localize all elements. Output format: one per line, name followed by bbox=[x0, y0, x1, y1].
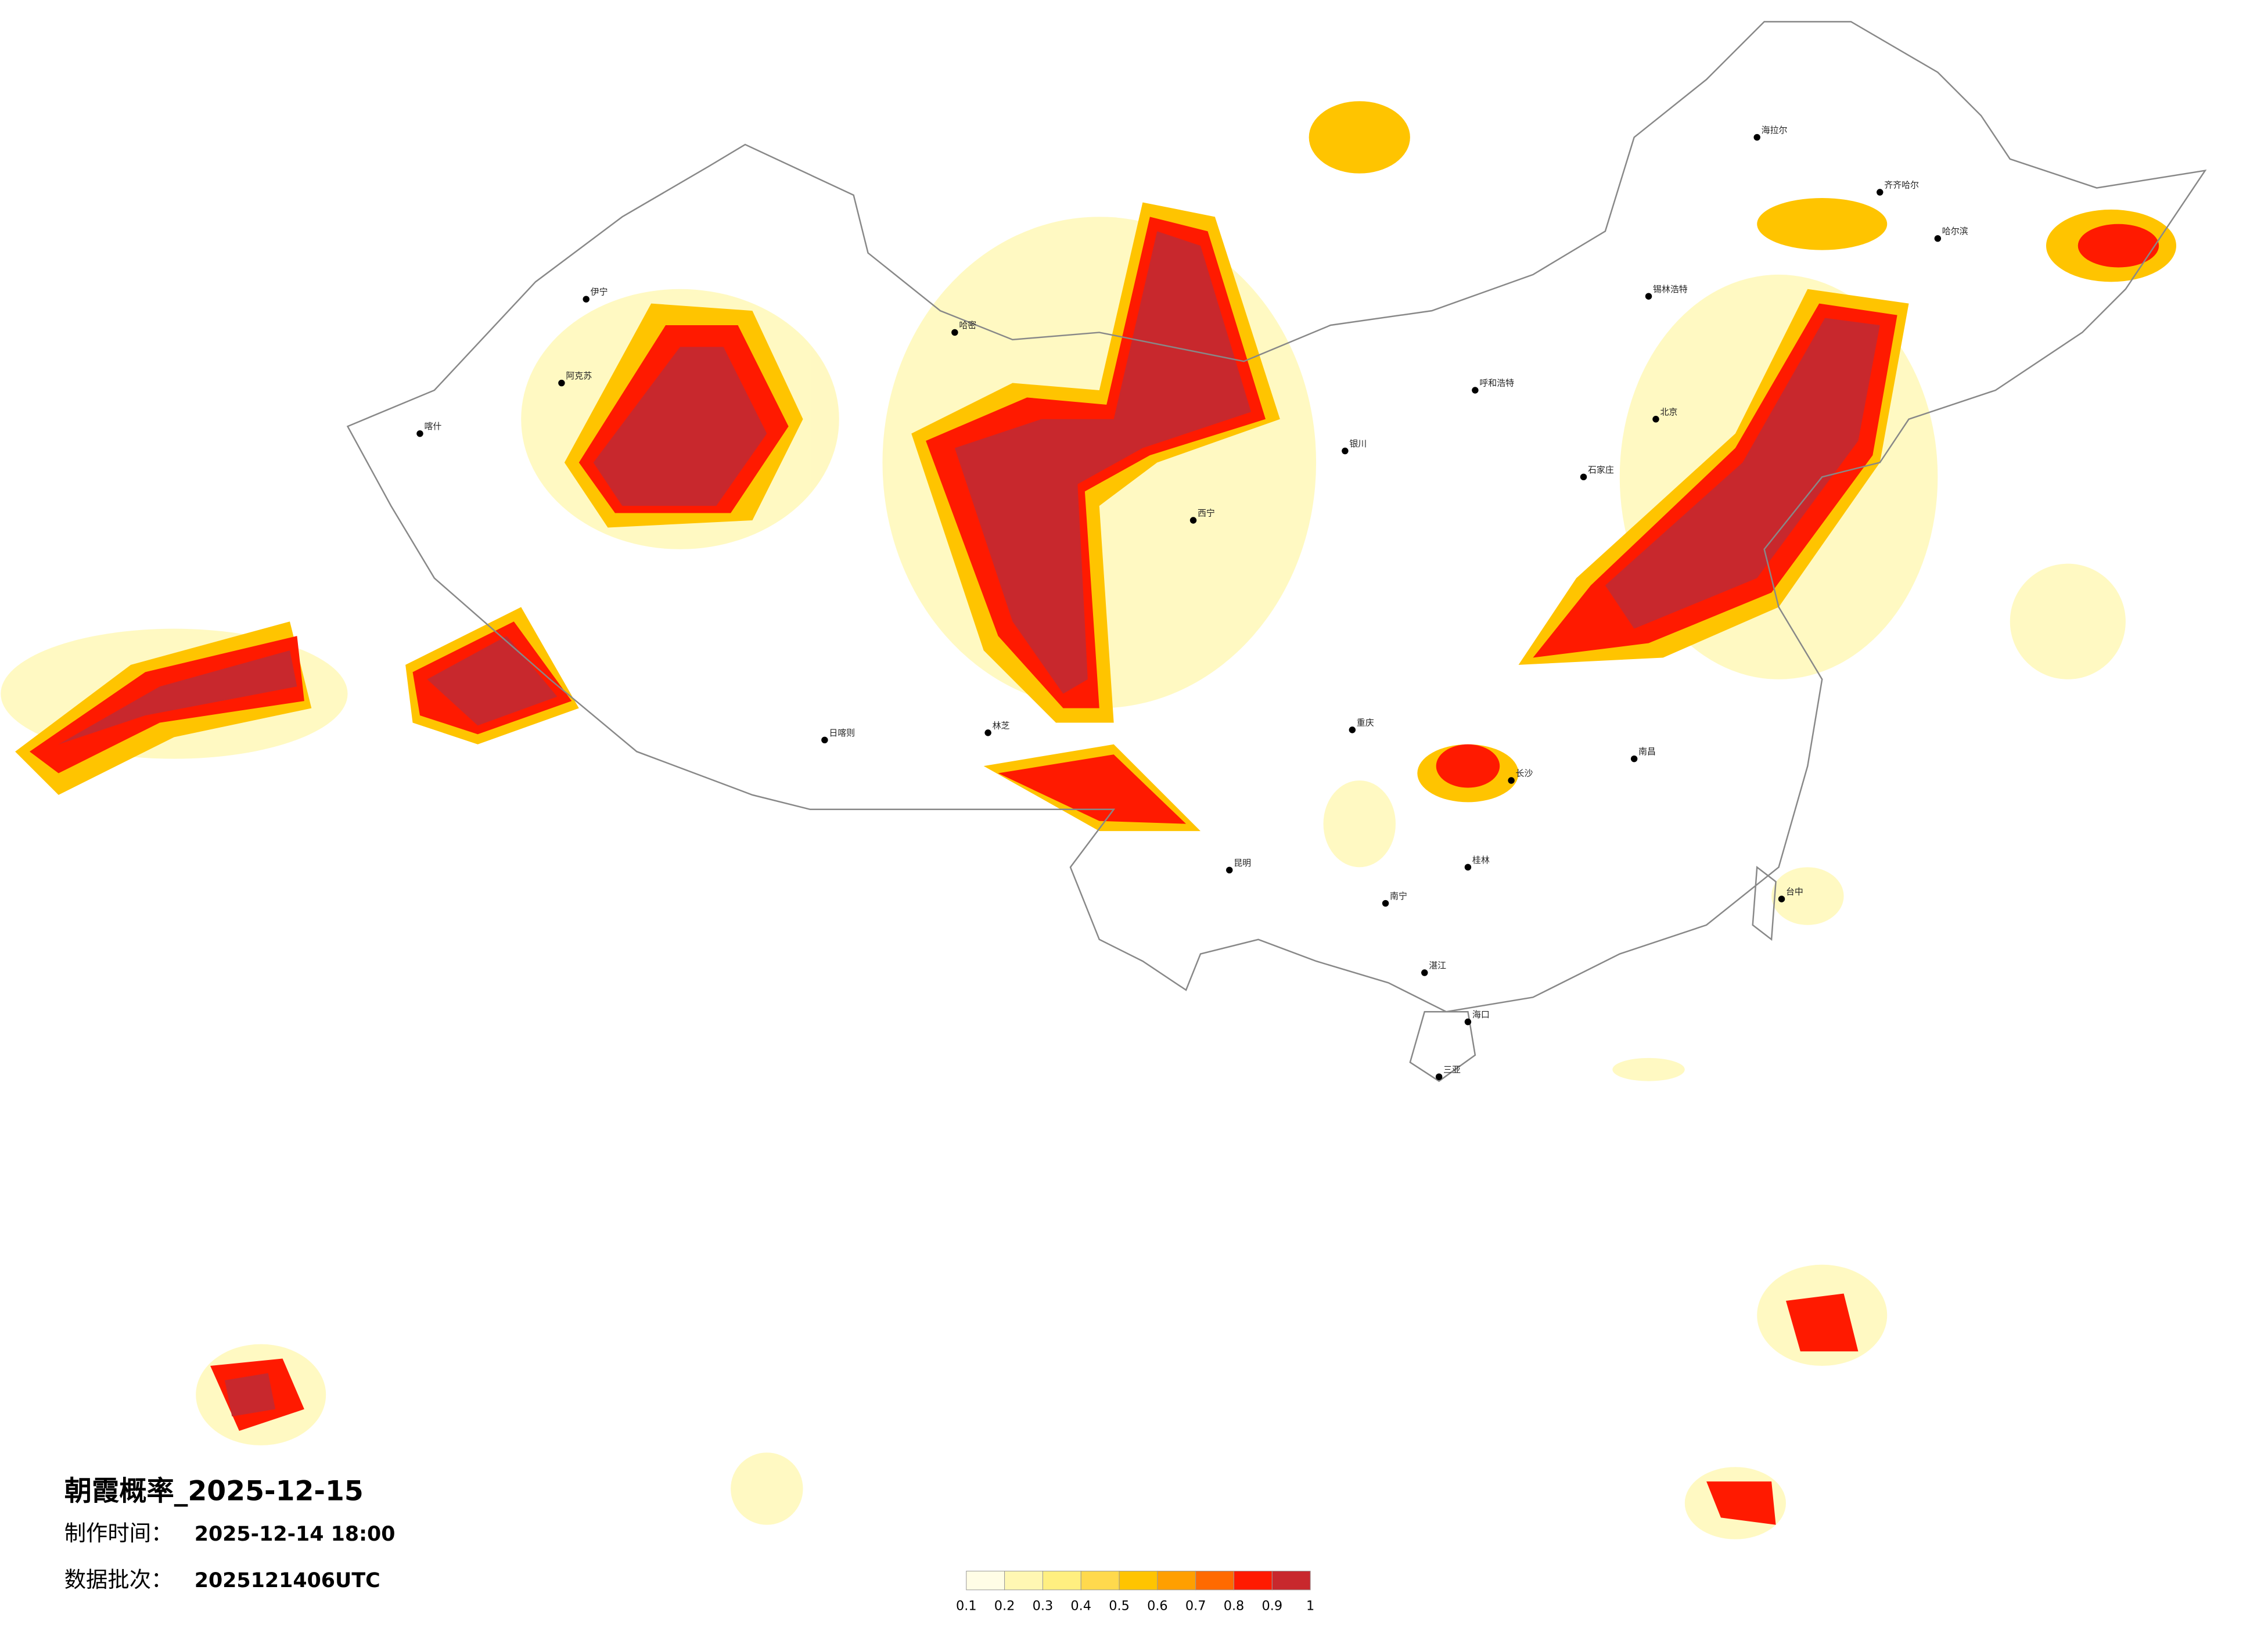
city-label: 哈密 bbox=[959, 320, 976, 330]
make-time-label: 制作时间： bbox=[64, 1520, 173, 1546]
legend-tick-label: 0.9 bbox=[1262, 1599, 1283, 1614]
city-dot bbox=[1934, 235, 1942, 242]
legend-tick-label: 0.6 bbox=[1147, 1599, 1168, 1614]
city-label: 石家庄 bbox=[1588, 465, 1614, 475]
city-label: 海口 bbox=[1472, 1009, 1490, 1020]
city-dot bbox=[1778, 895, 1785, 902]
legend-tick-label: 0.1 bbox=[956, 1599, 977, 1614]
city-dot bbox=[1877, 189, 1884, 196]
legend-swatch bbox=[1042, 1570, 1081, 1591]
city-dot bbox=[1435, 1073, 1443, 1080]
legend-swatch bbox=[1004, 1570, 1043, 1591]
legend-swatch bbox=[1157, 1570, 1196, 1591]
city-dot bbox=[1630, 755, 1638, 762]
city-dot bbox=[1349, 726, 1356, 733]
city-label: 西宁 bbox=[1198, 508, 1215, 519]
make-time: 2025-12-14 18:00 bbox=[195, 1523, 396, 1546]
city-dot bbox=[1580, 473, 1587, 481]
city-label: 伊宁 bbox=[591, 287, 608, 297]
batch: 2025121406UTC bbox=[195, 1569, 380, 1592]
legend: 0.1 0.2 0.3 0.4 0.5 0.6 0.7 0.8 0.9 1 bbox=[956, 1570, 1314, 1614]
legend-tick-label: 0.5 bbox=[1109, 1599, 1130, 1614]
city-label: 台中 bbox=[1786, 887, 1803, 897]
city-dot bbox=[1652, 416, 1659, 423]
city-dot bbox=[984, 729, 991, 736]
city-label: 长沙 bbox=[1516, 768, 1533, 779]
city-dot bbox=[1645, 293, 1652, 300]
country-outline bbox=[346, 21, 2207, 1082]
city-label: 三亚 bbox=[1443, 1064, 1461, 1075]
legend-swatch bbox=[966, 1570, 1005, 1591]
city-label: 重庆 bbox=[1357, 717, 1374, 728]
legend-swatch bbox=[1080, 1570, 1120, 1591]
city-dot bbox=[1226, 866, 1233, 874]
city-label: 喀什 bbox=[424, 421, 441, 431]
legend-swatch bbox=[1119, 1570, 1158, 1591]
city-dot bbox=[558, 379, 565, 387]
legend-tick-label: 0.8 bbox=[1224, 1599, 1245, 1614]
city-dot bbox=[1189, 517, 1197, 524]
city-label: 南宁 bbox=[1390, 891, 1407, 901]
city-dot bbox=[1753, 134, 1760, 141]
batch-label: 数据批次： bbox=[64, 1567, 173, 1592]
city-label: 呼和浩特 bbox=[1479, 378, 1514, 388]
city-label: 昆明 bbox=[1234, 858, 1251, 868]
city-label: 银川 bbox=[1349, 438, 1367, 449]
legend-swatch bbox=[1234, 1570, 1273, 1591]
city-dot bbox=[1472, 387, 1479, 394]
city-label: 海拉尔 bbox=[1762, 125, 1788, 135]
city-label: 日喀则 bbox=[829, 728, 855, 738]
city-dot bbox=[1464, 864, 1472, 871]
city-dot bbox=[1464, 1018, 1472, 1026]
city-label: 齐齐哈尔 bbox=[1884, 180, 1919, 190]
city-dot bbox=[1421, 969, 1428, 976]
city-dot bbox=[821, 736, 828, 744]
city-label: 桂林 bbox=[1472, 855, 1490, 865]
legend-swatch bbox=[1271, 1570, 1311, 1591]
city-label: 锡林浩特 bbox=[1653, 284, 1688, 294]
legend-tick-label: 0.2 bbox=[994, 1599, 1015, 1614]
heat-layer bbox=[1, 101, 2176, 1539]
city-dot bbox=[1382, 900, 1389, 907]
legend-tick-label: 1 bbox=[1306, 1599, 1314, 1614]
city-dot bbox=[583, 296, 590, 303]
city-label: 阿克苏 bbox=[566, 370, 592, 381]
legend-tick-label: 0.4 bbox=[1070, 1599, 1091, 1614]
city-dot bbox=[1342, 447, 1349, 455]
city-label: 湛江 bbox=[1429, 961, 1446, 971]
map-title: 朝霞概率_2025-12-15 bbox=[64, 1475, 364, 1507]
city-label: 南昌 bbox=[1638, 746, 1656, 757]
city-label: 哈尔滨 bbox=[1942, 226, 1968, 236]
legend-tick-label: 0.3 bbox=[1033, 1599, 1054, 1614]
city-label: 林芝 bbox=[993, 720, 1010, 731]
legend-swatch bbox=[1195, 1570, 1235, 1591]
city-label: 北京 bbox=[1660, 406, 1677, 417]
city-dot bbox=[416, 430, 423, 437]
city-dot bbox=[1508, 777, 1515, 784]
legend-tick-label: 0.7 bbox=[1185, 1599, 1206, 1614]
city-dot bbox=[951, 329, 958, 336]
